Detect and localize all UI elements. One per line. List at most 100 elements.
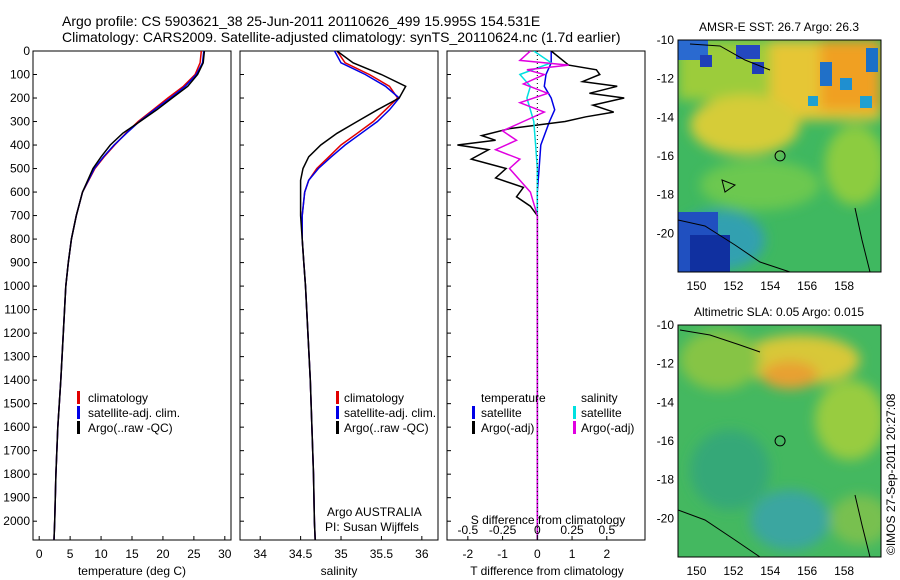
y-tick-label: 100	[10, 68, 30, 82]
temperature-xlabel: temperature (deg C)	[78, 564, 186, 578]
map-y-tick-label: -18	[657, 473, 675, 487]
legend-swatch-argo	[77, 421, 80, 434]
legend-swatch-temp-satellite	[472, 406, 475, 419]
sla-map	[678, 325, 881, 557]
x-tick-label: 1	[569, 547, 576, 561]
map-y-tick-label: -16	[657, 149, 675, 163]
legend-swatch-sal-satellite	[573, 406, 576, 419]
map-x-tick-label: 150	[686, 564, 706, 578]
salinity-xlabel: salinity	[321, 564, 358, 578]
legend-label: Argo(..raw -QC)	[88, 421, 173, 435]
map-y-tick-label: -16	[657, 434, 675, 448]
legend-label: satellite-adj. clim.	[344, 406, 436, 420]
x-tick-top-label: 0.25	[560, 523, 584, 537]
legend-swatch-climatology	[77, 391, 80, 404]
difference-xlabel-bottom: T difference from climatology	[470, 564, 624, 578]
map-x-tick-label: 158	[834, 564, 854, 578]
y-tick-label: 700	[10, 209, 30, 223]
pi-label: PI: Susan Wijffels	[325, 520, 419, 534]
y-tick-label: 1600	[3, 420, 30, 434]
y-tick-label: 900	[10, 256, 30, 270]
legend-label: climatology	[344, 391, 404, 405]
x-tick-label: 15	[125, 547, 139, 561]
y-tick-label: 1400	[3, 373, 30, 387]
sst-map-frame	[677, 39, 882, 273]
difference-xlabel-top: S difference from climatology	[471, 513, 626, 527]
x-tick-top-label: 0.5	[598, 523, 615, 537]
x-tick-label: 34.5	[289, 547, 313, 561]
difference-plot	[457, 51, 625, 540]
legend-label: Argo(-adj)	[481, 421, 534, 435]
map-y-tick-label: -20	[657, 226, 675, 240]
y-tick-label: 1000	[3, 279, 30, 293]
y-tick-label: 600	[10, 185, 30, 199]
imos-credit: ©IMOS 27-Sep-2011 20:27:08	[884, 393, 898, 555]
series-line	[493, 51, 569, 540]
y-tick-label: 1300	[3, 350, 30, 364]
x-tick-label: 10	[94, 547, 108, 561]
x-tick-label: -1	[497, 547, 508, 561]
salinity-panel	[239, 50, 439, 541]
map-y-tick-label: -12	[657, 357, 675, 371]
map-y-tick-label: -12	[657, 72, 675, 86]
map-x-tick-label: 158	[834, 279, 854, 293]
series-line	[301, 51, 401, 540]
y-tick-label: 0	[23, 44, 30, 58]
y-tick-label: 300	[10, 115, 30, 129]
x-tick-top-label: 0	[534, 523, 541, 537]
y-tick-label: 1800	[3, 467, 30, 481]
y-tick-label: 1500	[3, 397, 30, 411]
x-tick-label: 0	[36, 547, 43, 561]
argo-australia-label: Argo AUSTRALIA	[327, 505, 422, 519]
map-x-tick-label: 150	[686, 279, 706, 293]
legend-group-title: temperature	[481, 391, 546, 405]
y-tick-label: 800	[10, 232, 30, 246]
x-tick-label: 36	[415, 547, 429, 561]
legend-swatch-climatology	[336, 391, 339, 404]
x-tick-label: 35	[334, 547, 348, 561]
series-line	[53, 51, 203, 540]
salinity-legend: climatology satellite-adj. clim. Argo(..…	[336, 391, 436, 435]
y-tick-label: 1200	[3, 326, 30, 340]
x-tick-label: 34	[254, 547, 268, 561]
x-tick-label: -2	[463, 547, 474, 561]
map-y-tick-label: -14	[657, 110, 675, 124]
x-tick-label: 0	[534, 547, 541, 561]
map-x-tick-label: 156	[797, 279, 817, 293]
y-tick-label: 500	[10, 162, 30, 176]
y-tick-label: 200	[10, 91, 30, 105]
x-tick-label: 25	[187, 547, 201, 561]
legend-label: Argo(-adj)	[581, 421, 634, 435]
y-tick-label: 2000	[3, 514, 30, 528]
sst-argo-position-marker	[774, 150, 786, 162]
axes-ticks: 0 5 10 15 20 25 300100200300400500600700800900…	[3, 33, 854, 578]
difference-panel	[446, 50, 646, 541]
map-x-tick-label: 152	[723, 279, 743, 293]
sla-argo-position-marker	[774, 435, 786, 447]
legend-label: satellite-adj. clim.	[88, 406, 180, 420]
x-tick-top-label: -0.25	[489, 523, 517, 537]
map-y-tick-label: -10	[657, 33, 675, 47]
y-tick-label: 1900	[3, 491, 30, 505]
map-x-tick-label: 154	[760, 279, 780, 293]
sla-map-frame	[677, 324, 882, 558]
temperature-panel	[32, 50, 232, 541]
salinity-plot	[299, 51, 407, 540]
map-x-tick-label: 154	[760, 564, 780, 578]
map-x-tick-label: 156	[797, 564, 817, 578]
header-line-1: Argo profile: CS 5903621_38 25-Jun-2011 …	[62, 13, 540, 29]
x-tick-top-label: -0.5	[457, 523, 478, 537]
legend-swatch-satellite	[77, 406, 80, 419]
series-line	[299, 51, 407, 540]
x-tick-label: 30	[218, 547, 232, 561]
header-line-2: Climatology: CARS2009. Satellite-adjuste…	[62, 29, 620, 45]
legend-label: satellite	[581, 406, 622, 420]
map-y-tick-label: -20	[657, 511, 675, 525]
y-tick-label: 400	[10, 138, 30, 152]
legend-swatch-satellite	[336, 406, 339, 419]
map-y-tick-label: -18	[657, 188, 675, 202]
y-tick-label: 1100	[4, 303, 30, 317]
difference-legend: temperature satellite Argo(-adj) salinit…	[472, 391, 634, 435]
legend-swatch-temp-argo	[472, 421, 475, 434]
